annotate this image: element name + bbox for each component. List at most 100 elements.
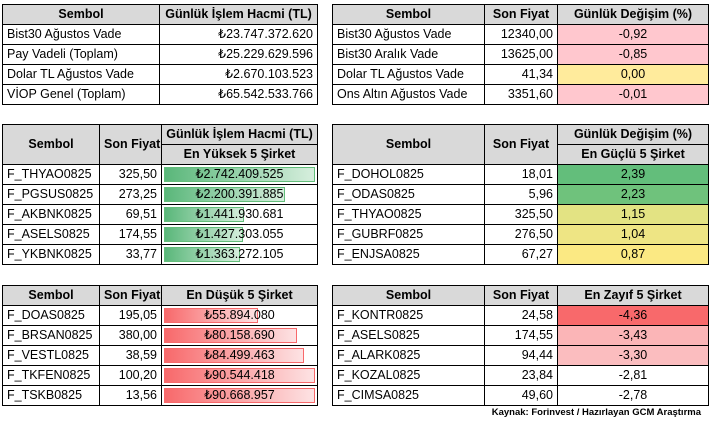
volume-bar bbox=[164, 388, 315, 403]
change-cell: -2,78 bbox=[557, 385, 709, 406]
volume-bar-cell: ₺84.499.463 bbox=[161, 345, 318, 366]
symbol-cell: F_TKFEN0825 bbox=[2, 365, 100, 386]
volume-bar bbox=[164, 328, 297, 343]
table-row: Dolar TL Ağustos Vade ₺2.670.103.523 bbox=[2, 64, 318, 85]
price-cell: 18,01 bbox=[484, 164, 558, 185]
symbol-cell: F_VESTL0825 bbox=[2, 345, 100, 366]
volume-bar bbox=[164, 167, 315, 182]
table-header-row: Sembol Günlük İşlem Hacmi (TL) bbox=[2, 4, 318, 25]
column-header: Sembol bbox=[332, 124, 485, 165]
price-cell: 276,50 bbox=[484, 224, 558, 245]
table-row: F_PGSUS0825 273,25 ₺2.200.391.885 bbox=[2, 184, 318, 205]
symbol-cell: Dolar TL Ağustos Vade bbox=[332, 64, 485, 85]
symbol-cell: Bist30 Aralık Vade bbox=[332, 44, 485, 65]
price-cell: 41,34 bbox=[484, 64, 558, 85]
column-header: Günlük Değişim (%) bbox=[557, 124, 709, 145]
table-header-row: Sembol Son Fiyat En Düşük 5 Şirket bbox=[2, 285, 318, 306]
volume-cell: ₺23.747.372.620 bbox=[159, 24, 318, 45]
volume-value: ₺1.427.303.055 bbox=[195, 227, 284, 241]
volume-value: ₺55.894.080 bbox=[204, 308, 275, 322]
symbol-cell: F_ASELS0825 bbox=[2, 224, 100, 245]
column-header: Sembol bbox=[2, 124, 100, 165]
volume-bar bbox=[164, 187, 285, 202]
symbol-cell: F_BRSAN0825 bbox=[2, 325, 100, 346]
table-subheader-row: En Yüksek 5 Şirket bbox=[3, 144, 318, 165]
change-cell: 0,87 bbox=[557, 244, 709, 265]
table-row: Bist30 Aralık Vade 13625,00 -0,85 bbox=[332, 44, 709, 65]
top-volume-table: Sembol Son Fiyat Günlük İşlem Hacmi (TL)… bbox=[2, 124, 318, 265]
table-row: F_THYAO0825 325,50 ₺2.742.409.525 bbox=[2, 164, 318, 185]
table-header-row: Sembol Son Fiyat Günlük Değişim (%) bbox=[332, 124, 709, 165]
change-cell: -0,01 bbox=[557, 84, 709, 105]
price-cell: 33,77 bbox=[99, 244, 162, 265]
symbol-cell: Bist30 Ağustos Vade bbox=[2, 24, 160, 45]
price-cell: 100,20 bbox=[99, 365, 162, 386]
column-header: Son Fiyat bbox=[484, 4, 558, 25]
volume-bar-cell: ₺80.158.690 bbox=[161, 325, 318, 346]
change-cell: -3,30 bbox=[557, 345, 709, 366]
symbol-cell: Pay Vadeli (Toplam) bbox=[2, 44, 160, 65]
column-header: Son Fiyat bbox=[99, 124, 162, 165]
source-note: Kaynak: Forinvest / Hazırlayan GCM Araşt… bbox=[491, 407, 701, 418]
column-header: Sembol bbox=[2, 285, 100, 306]
volume-value: ₺84.499.463 bbox=[204, 348, 275, 362]
volume-value: ₺2.200.391.885 bbox=[195, 187, 284, 201]
volume-bar-cell: ₺90.544.418 bbox=[161, 365, 318, 386]
volume-bar-cell: ₺90.668.957 bbox=[161, 385, 318, 406]
symbol-cell: F_DOAS0825 bbox=[2, 305, 100, 326]
strongest-table: Sembol Son Fiyat Günlük Değişim (%) En G… bbox=[332, 124, 709, 265]
table-header-row: Sembol Son Fiyat Günlük Değişim (%) bbox=[332, 4, 709, 25]
symbol-cell: F_CIMSA0825 bbox=[332, 385, 485, 406]
symbol-cell: F_DOHOL0825 bbox=[332, 164, 485, 185]
price-cell: 3351,60 bbox=[484, 84, 558, 105]
volume-bar-cell: ₺1.363.272.105 bbox=[161, 244, 318, 265]
change-cell: -4,36 bbox=[557, 305, 709, 326]
symbol-cell: F_TSKB0825 bbox=[2, 385, 100, 406]
symbol-cell: F_ENJSA0825 bbox=[332, 244, 485, 265]
change-cell: 2,23 bbox=[557, 184, 709, 205]
volume-cell: ₺25.229.629.596 bbox=[159, 44, 318, 65]
price-cell: 94,44 bbox=[484, 345, 558, 366]
price-cell: 273,25 bbox=[99, 184, 162, 205]
table-row: F_TKFEN0825 100,20 ₺90.544.418 bbox=[2, 365, 318, 386]
volume-value: ₺90.668.957 bbox=[204, 388, 275, 402]
change-cell: -3,43 bbox=[557, 325, 709, 346]
change-cell: -0,85 bbox=[557, 44, 709, 65]
table-row: F_CIMSA0825 49,60 -2,78 bbox=[332, 385, 709, 406]
table-row: Ons Altın Ağustos Vade 3351,60 -0,01 bbox=[332, 84, 709, 105]
change-cell: -2,81 bbox=[557, 365, 709, 386]
volume-bar-cell: ₺1.427.303.055 bbox=[161, 224, 318, 245]
change-cell: 0,00 bbox=[557, 64, 709, 85]
column-header: Günlük İşlem Hacmi (TL) bbox=[159, 4, 318, 25]
symbol-cell: F_THYAO0825 bbox=[2, 164, 100, 185]
volume-bar-cell: ₺2.742.409.525 bbox=[161, 164, 318, 185]
price-cell: 38,59 bbox=[99, 345, 162, 366]
price-cell: 5,96 bbox=[484, 184, 558, 205]
price-cell: 325,50 bbox=[99, 164, 162, 185]
change-cell: -0,92 bbox=[557, 24, 709, 45]
column-header: Son Fiyat bbox=[484, 124, 558, 165]
volume-cell: ₺2.670.103.523 bbox=[159, 64, 318, 85]
table-row: Pay Vadeli (Toplam) ₺25.229.629.596 bbox=[2, 44, 318, 65]
volume-bar bbox=[164, 368, 315, 383]
table-header-row: Sembol Son Fiyat En Zayıf 5 Şirket bbox=[332, 285, 709, 306]
price-cell: 380,00 bbox=[99, 325, 162, 346]
symbol-cell: F_THYAO0825 bbox=[332, 204, 485, 225]
table-row: F_DOAS0825 195,05 ₺55.894.080 bbox=[2, 305, 318, 326]
change-cell: 2,39 bbox=[557, 164, 709, 185]
table-row: F_VESTL0825 38,59 ₺84.499.463 bbox=[2, 345, 318, 366]
table-row: F_AKBNK0825 69,51 ₺1.441.930.681 bbox=[2, 204, 318, 225]
price-cell: 174,55 bbox=[484, 325, 558, 346]
column-header: Son Fiyat bbox=[484, 285, 558, 306]
table-row: F_KONTR0825 24,58 -4,36 bbox=[332, 305, 709, 326]
symbol-cell: F_YKBNK0825 bbox=[2, 244, 100, 265]
table-row: F_KOZAL0825 23,84 -2,81 bbox=[332, 365, 709, 386]
symbol-cell: F_KOZAL0825 bbox=[332, 365, 485, 386]
symbol-cell: Ons Altın Ağustos Vade bbox=[332, 84, 485, 105]
column-header: Günlük Değişim (%) bbox=[557, 4, 709, 25]
symbol-cell: F_ALARK0825 bbox=[332, 345, 485, 366]
price-cell: 49,60 bbox=[484, 385, 558, 406]
volume-cell: ₺65.542.533.766 bbox=[159, 84, 318, 105]
volume-value: ₺2.742.409.525 bbox=[195, 167, 284, 181]
column-subheader: En Güçlü 5 Şirket bbox=[557, 144, 709, 165]
